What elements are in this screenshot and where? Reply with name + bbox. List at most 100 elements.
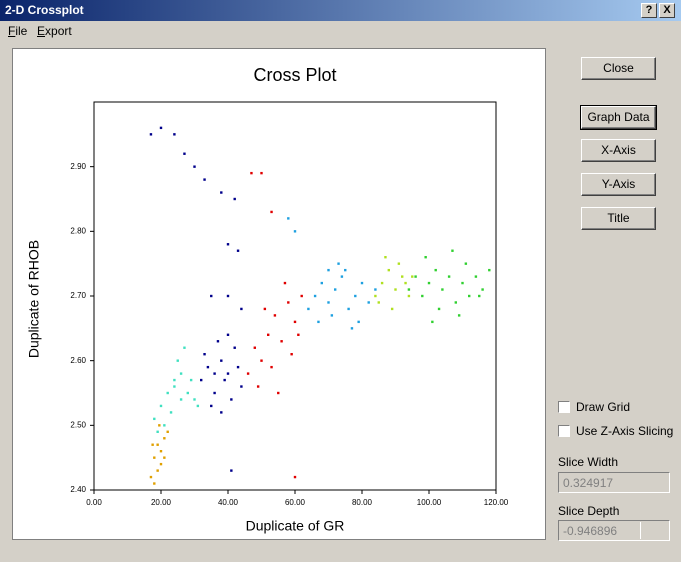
point bbox=[173, 378, 176, 382]
point bbox=[226, 372, 230, 375]
point bbox=[273, 314, 277, 317]
point bbox=[213, 391, 216, 395]
point bbox=[397, 262, 401, 265]
point bbox=[159, 404, 163, 408]
menu-file[interactable]: File bbox=[8, 24, 28, 38]
point bbox=[163, 424, 166, 427]
field-label: Slice Depth bbox=[558, 504, 620, 518]
point bbox=[297, 333, 300, 336]
point bbox=[431, 320, 434, 324]
point bbox=[183, 152, 186, 155]
point bbox=[434, 268, 437, 272]
point bbox=[411, 275, 414, 278]
point bbox=[340, 275, 344, 278]
point bbox=[223, 378, 226, 382]
point bbox=[250, 171, 253, 175]
point bbox=[300, 294, 303, 298]
title-button[interactable]: Title bbox=[581, 207, 656, 230]
point bbox=[230, 469, 233, 472]
point bbox=[457, 314, 461, 317]
point bbox=[163, 456, 166, 459]
point bbox=[360, 281, 364, 285]
point bbox=[226, 333, 230, 336]
close-window-button[interactable]: X bbox=[659, 3, 675, 18]
point bbox=[213, 372, 216, 375]
close-button[interactable]: Close bbox=[581, 57, 656, 80]
point bbox=[226, 243, 230, 246]
point bbox=[153, 456, 156, 459]
menu-export[interactable]: Export bbox=[37, 24, 72, 38]
y-tick-label: 2.40 bbox=[70, 485, 86, 494]
point bbox=[206, 365, 210, 369]
point bbox=[384, 256, 387, 259]
point bbox=[153, 482, 156, 485]
y-axis-title: Duplicate of RHOB bbox=[26, 240, 42, 358]
y-tick-label: 2.80 bbox=[70, 226, 86, 235]
help-button[interactable]: ? bbox=[641, 3, 657, 18]
title-bar: 2-D Crossplot ? X bbox=[0, 0, 681, 21]
x-tick-label: 60.00 bbox=[285, 498, 306, 507]
point bbox=[401, 275, 404, 278]
point bbox=[277, 391, 280, 395]
point bbox=[447, 275, 451, 278]
point bbox=[263, 307, 267, 311]
point bbox=[203, 178, 206, 181]
x-tick-label: 120.00 bbox=[484, 498, 509, 507]
point bbox=[220, 191, 223, 194]
y-tick-label: 2.90 bbox=[70, 162, 86, 171]
point bbox=[357, 320, 360, 324]
x-tick-label: 20.00 bbox=[151, 498, 172, 507]
point bbox=[270, 365, 273, 369]
slice-width-input[interactable]: 0.324917 bbox=[558, 472, 670, 493]
point bbox=[156, 443, 159, 446]
point bbox=[260, 171, 263, 175]
x-axis-title: Duplicate of GR bbox=[246, 518, 345, 534]
point bbox=[481, 288, 484, 291]
point bbox=[293, 475, 297, 479]
y-tick-label: 2.70 bbox=[70, 291, 86, 300]
point bbox=[488, 268, 491, 272]
x-axis-button[interactable]: X-Axis bbox=[581, 139, 656, 162]
point bbox=[176, 359, 179, 362]
graph-data-button[interactable]: Graph Data bbox=[580, 105, 657, 130]
point bbox=[337, 262, 340, 265]
point bbox=[179, 398, 183, 401]
point bbox=[283, 281, 287, 285]
point bbox=[193, 165, 196, 168]
point bbox=[287, 301, 290, 304]
point bbox=[374, 294, 377, 298]
point bbox=[233, 197, 236, 201]
window-title: 2-D Crossplot bbox=[5, 3, 84, 17]
point bbox=[270, 210, 273, 214]
point bbox=[240, 385, 243, 388]
point bbox=[461, 281, 464, 285]
chart-title: Cross Plot bbox=[253, 65, 336, 85]
point bbox=[387, 268, 390, 272]
y-axis-button[interactable]: Y-Axis bbox=[581, 173, 656, 196]
point bbox=[153, 417, 156, 421]
point bbox=[464, 262, 468, 265]
point bbox=[327, 268, 330, 272]
x-tick-label: 100.00 bbox=[417, 498, 442, 507]
point bbox=[203, 353, 206, 356]
point bbox=[347, 307, 350, 311]
y-tick-label: 2.60 bbox=[70, 356, 86, 365]
point bbox=[421, 294, 424, 298]
point bbox=[230, 398, 233, 401]
point bbox=[200, 378, 203, 382]
point bbox=[404, 281, 407, 285]
point bbox=[193, 398, 196, 401]
point bbox=[151, 443, 154, 446]
point bbox=[437, 307, 441, 311]
spinner[interactable] bbox=[640, 522, 656, 539]
point bbox=[159, 462, 163, 466]
x-tick-label: 80.00 bbox=[352, 498, 373, 507]
point bbox=[267, 333, 270, 336]
chart-panel: Cross Plot Duplicate of GR Duplicate of … bbox=[12, 48, 546, 540]
point bbox=[236, 249, 240, 252]
point bbox=[441, 288, 444, 291]
point bbox=[149, 133, 153, 136]
z-slicing-checkbox[interactable] bbox=[558, 425, 570, 437]
field-label: Slice Width bbox=[558, 455, 619, 469]
draw-grid-checkbox[interactable] bbox=[558, 401, 570, 413]
